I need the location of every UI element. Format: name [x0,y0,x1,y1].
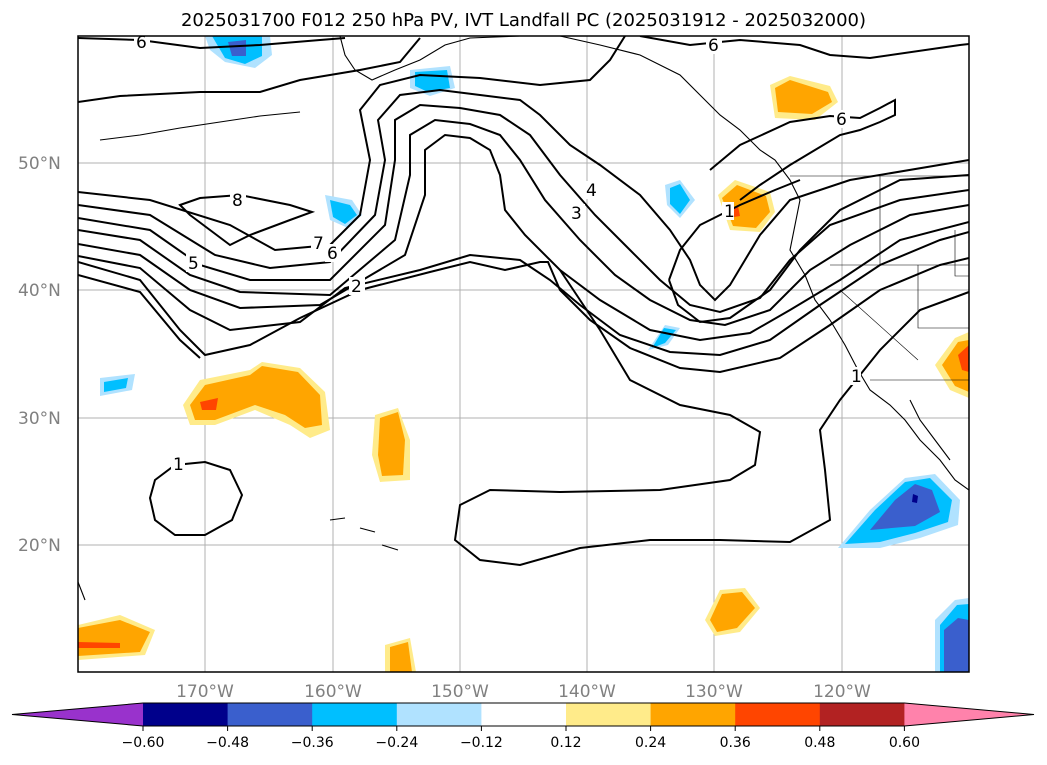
contour-label: 5 [188,254,199,274]
colorbar-tick-label: 0.24 [635,735,666,751]
colorbar-tick-label: 0.36 [720,735,751,751]
lat-label: 40°N [18,281,61,301]
pv-contours [78,36,969,567]
contour-label: 1 [173,455,184,475]
coastlines [78,36,969,601]
lon-label: 130°W [685,682,743,702]
figure-title: 2025031700 F012 250 hPa PV, IVT Landfall… [180,10,867,31]
lon-label: 160°W [304,682,362,702]
lon-label: 150°W [431,682,489,702]
contour-label: 3 [571,204,582,224]
lat-label: 20°N [18,536,61,556]
lon-label: 140°W [558,682,616,702]
colorbar-tick-label: −0.12 [460,735,503,751]
colorbar-extend-high [904,703,1034,726]
contour-label: 6 [327,244,338,264]
colorbar-tick-label: 0.48 [804,735,835,751]
colorbar-tick-label: −0.24 [375,735,418,751]
lat-label: 50°N [18,154,61,174]
colorbar: −0.60 −0.48 −0.36 −0.24 −0.12 0.12 0.24 0.36 0.4… [11,702,1035,751]
colorbar-segment [819,703,905,726]
contour-label: 6 [836,110,847,130]
contour-label: 1 [724,202,735,222]
colorbar-segment [396,703,482,726]
gridlines [78,36,969,672]
contour-label: 4 [586,181,597,201]
colorbar-segment [312,703,398,726]
colorbar-tick-label: 0.60 [889,735,920,751]
colorbar-segment [566,703,652,726]
contour-label: 6 [708,36,719,56]
latitude-labels: 50°N 40°N 30°N 20°N [18,154,61,556]
colorbar-tick-label: −0.60 [122,735,165,751]
contour-labels: 6 6 6 8 7 6 5 2 4 3 1 1 1 [134,33,862,475]
colorbar-segment [227,703,313,726]
colorbar-segment [735,703,821,726]
contour-label: 7 [313,234,324,254]
lon-label: 170°W [176,682,234,702]
longitude-labels: 170°W 160°W 150°W 140°W 130°W 120°W [176,682,871,702]
contour-label: 1 [851,367,862,387]
lon-label: 120°W [813,682,871,702]
map-border [77,35,970,673]
lat-label: 30°N [18,409,61,429]
colorbar-segment [143,703,229,726]
contour-label: 6 [136,33,147,53]
colorbar-tick-label: −0.36 [291,735,334,751]
contour-label: 2 [351,277,362,297]
map-area [78,36,969,672]
contour-label: 8 [232,191,243,211]
colorbar-tick-label: 0.12 [550,735,581,751]
colorbar-tick-label: −0.48 [206,735,249,751]
colorbar-segment [481,703,567,726]
colorbar-segment [650,703,736,726]
colorbar-extend-low [12,703,143,726]
